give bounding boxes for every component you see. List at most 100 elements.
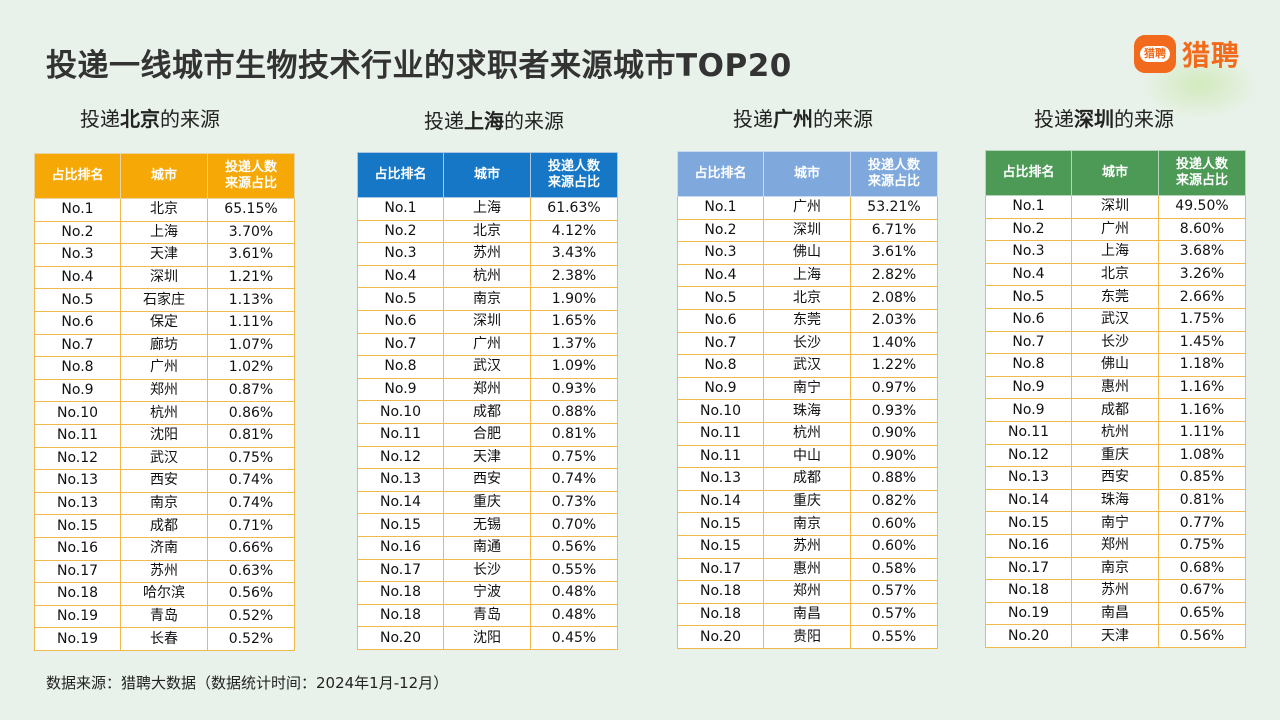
rank-cell: No.8 [357,355,444,379]
city-cell: 南通 [443,535,531,560]
rank-cell: No.20 [357,626,444,650]
city-cell: 西安 [1071,466,1159,490]
rank-cell: No.5 [677,286,764,310]
rank-cell: No.12 [34,446,121,471]
city-cell: 沈阳 [120,423,208,448]
share-cell: 0.65% [1158,601,1246,626]
rank-cell: No.14 [677,489,764,514]
share-cell: 3.26% [1158,262,1246,287]
table-row: No.20 贵阳 0.55% [677,625,938,649]
share-cell: 65.15% [207,198,295,222]
table-row: No.15 南宁 0.77% [985,511,1246,535]
city-cell: 南昌 [763,602,851,627]
rank-cell: No.6 [985,307,1072,332]
subtitle-prefix: 投递 [733,107,773,131]
table-row: No.4 杭州 2.38% [357,264,618,289]
share-cell: 0.60% [850,534,938,559]
subtitle-suffix: 的来源 [504,109,564,133]
table-row: No.15 无锡 0.70% [357,513,618,537]
city-cell: 重庆 [443,490,531,515]
table-row: No.6 武汉 1.75% [985,307,1246,332]
share-cell: 1.65% [530,309,618,334]
share-cell: 0.57% [850,580,938,604]
table-row: No.17 长沙 0.55% [357,558,618,583]
share-cell: 0.71% [207,514,295,538]
city-cell: 重庆 [763,489,851,514]
header-share: 投递人数 来源占比 [207,153,295,199]
city-cell: 南京 [1071,556,1159,581]
table-row: No.15 苏州 0.60% [677,534,938,559]
rank-cell: No.6 [677,308,764,333]
table-row: No.18 青岛 0.48% [357,603,618,628]
table-body: No.1 北京 65.15% No.2 上海 3.70% No.3 天津 3.61% No.4 深圳… [34,198,295,651]
share-cell: 0.74% [207,469,295,493]
table-row: No.9 成都 1.16% [985,398,1246,422]
share-cell: 1.75% [1158,307,1246,332]
share-cell: 0.74% [207,491,295,516]
rank-cell: No.15 [985,511,1072,535]
rank-cell: No.4 [357,264,444,289]
rank-cell: No.9 [985,375,1072,400]
rank-cell: No.16 [985,533,1072,558]
table-row: No.2 广州 8.60% [985,217,1246,242]
rank-cell: No.15 [677,534,764,559]
table-beijing: 占比排名 城市 投递人数 来源占比 No.1 北京 65.15% No.2 上海 3.70%… [34,153,295,651]
rank-cell: No.6 [357,309,444,334]
rank-cell: No.20 [985,624,1072,648]
rank-cell: No.10 [357,400,444,424]
share-cell: 0.56% [1158,624,1246,648]
city-cell: 北京 [443,219,531,244]
table-row: No.1 广州 53.21% [677,196,938,220]
city-cell: 佛山 [763,241,851,265]
table-row: No.16 郑州 0.75% [985,533,1246,558]
city-cell: 深圳 [120,265,208,290]
share-cell: 0.57% [850,602,938,627]
rank-cell: No.3 [357,242,444,266]
share-cell: 3.61% [207,243,295,267]
table-row: No.18 南昌 0.57% [677,602,938,627]
subtitle-prefix: 投递 [80,107,120,131]
city-cell: 上海 [120,220,208,245]
rank-cell: No.9 [677,376,764,401]
city-cell: 保定 [120,310,208,335]
rank-cell: No.12 [357,445,444,470]
header-rank: 占比排名 [34,153,121,199]
header-rank: 占比排名 [357,152,444,198]
logo-badge-text: 猎聘 [1140,46,1170,62]
rank-cell: No.7 [985,330,1072,355]
city-cell: 北京 [763,286,851,310]
rank-cell: No.4 [34,265,121,290]
share-cell: 0.75% [530,445,618,470]
table-row: No.7 长沙 1.40% [677,331,938,356]
share-cell: 1.18% [1158,353,1246,377]
header-rank: 占比排名 [985,150,1072,196]
share-cell: 1.11% [1158,420,1246,445]
rank-cell: No.15 [677,512,764,536]
share-cell: 61.63% [530,197,618,221]
city-cell: 惠州 [763,557,851,582]
city-cell: 青岛 [120,604,208,629]
table-row: No.6 保定 1.11% [34,310,295,335]
rank-cell: No.17 [357,558,444,583]
city-cell: 郑州 [120,378,208,403]
rank-cell: No.18 [677,602,764,627]
table-row: No.2 上海 3.70% [34,220,295,245]
city-cell: 重庆 [1071,443,1159,468]
table-row: No.11 中山 0.90% [677,444,938,469]
rank-cell: No.13 [357,468,444,492]
subtitle-beijing: 投递北京的来源 [80,103,220,132]
rank-cell: No.11 [985,420,1072,445]
header-city: 城市 [763,151,851,197]
city-cell: 武汉 [120,446,208,471]
table-row: No.4 深圳 1.21% [34,265,295,290]
table-row: No.19 青岛 0.52% [34,604,295,629]
share-cell: 1.37% [530,332,618,357]
city-cell: 广州 [443,332,531,357]
table-row: No.8 武汉 1.09% [357,355,618,379]
rank-cell: No.13 [677,467,764,491]
rank-cell: No.15 [357,513,444,537]
share-cell: 0.90% [850,444,938,469]
share-cell: 1.90% [530,287,618,311]
share-cell: 1.09% [530,355,618,379]
share-cell: 0.75% [207,446,295,471]
